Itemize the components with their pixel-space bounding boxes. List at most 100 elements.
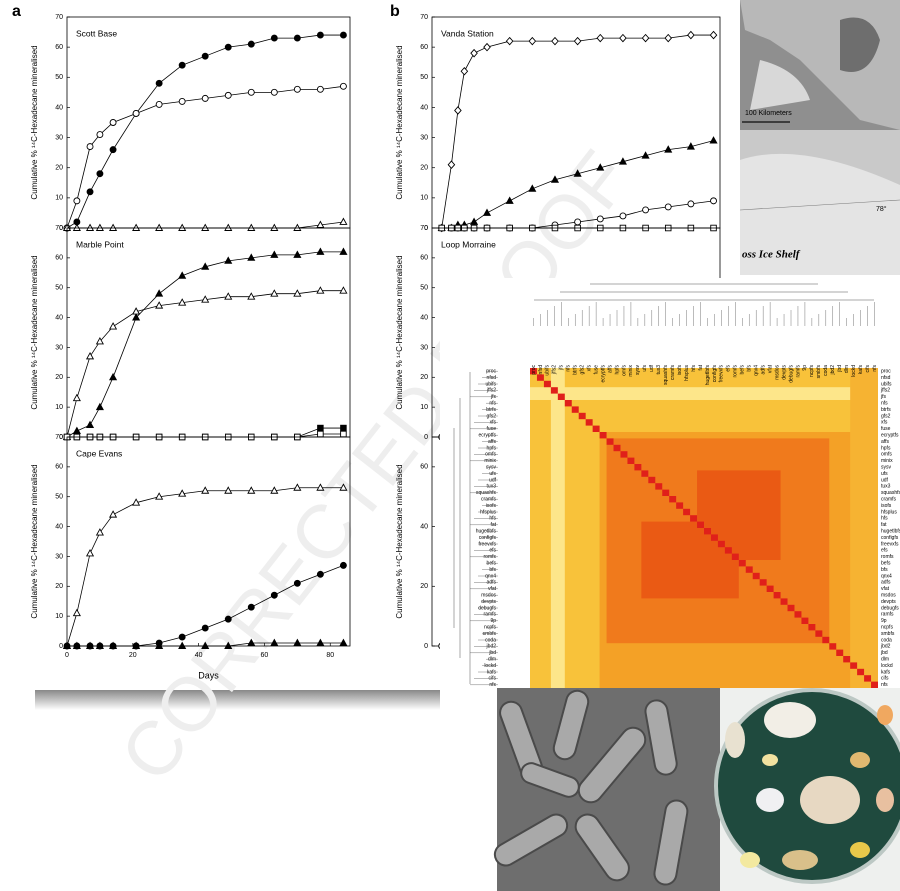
heatmap-row-label: sysv	[486, 465, 497, 471]
heatmap-row-label: bfs	[881, 567, 888, 573]
heatmap-diagonal	[843, 656, 850, 662]
heatmap-column-label: jffs2	[552, 365, 558, 375]
heatmap-diagonal	[767, 586, 774, 592]
heatmap-diagonal	[607, 438, 614, 444]
marker	[248, 225, 255, 231]
heatmap-row-label: ufs	[881, 471, 888, 477]
y-tick-label: 30	[55, 553, 63, 560]
y-tick-label: 40	[420, 523, 428, 530]
heatmap-diagonal	[704, 528, 711, 534]
heatmap-column-label: ecryptfs	[600, 365, 606, 383]
heatmap-row-label: hfs	[489, 516, 496, 522]
heatmap-column-label: befs	[740, 365, 746, 375]
marker	[341, 425, 347, 431]
marker	[340, 287, 347, 293]
y-tick-label: 20	[55, 374, 63, 381]
y-tick-label: 20	[420, 583, 428, 590]
heatmap-row-label: nfs	[489, 682, 496, 688]
heatmap-column-label: ramfs	[795, 365, 801, 378]
heatmap-row-label: coda	[485, 637, 496, 643]
heatmap-row-label: ncpfs	[484, 625, 496, 631]
marker	[179, 225, 186, 231]
heatmap-diagonal	[774, 592, 781, 598]
map-scale: 100 Kilometers	[745, 110, 792, 117]
series-line	[67, 35, 343, 228]
heatmap-diagonal	[683, 509, 690, 515]
y-tick-label: 70	[420, 14, 428, 21]
heatmap-diagonal	[871, 682, 878, 688]
heatmap-row-label: hugetlbfs	[881, 529, 900, 535]
y-axis-label: Cumulative % ¹⁴C-Hexadecane mineralised	[30, 45, 39, 199]
heatmap-diagonal	[551, 387, 558, 393]
heatmap-row-label: affs	[881, 439, 889, 445]
heatmap-row-label: btrfs	[881, 407, 891, 413]
heatmap-row-label: ecryptfs	[881, 433, 899, 439]
heatmap-row-label: minix	[484, 458, 496, 464]
heatmap-row-label: jbd	[488, 650, 496, 656]
heatmap-row-label: kafs	[881, 669, 891, 675]
marker	[74, 428, 81, 434]
heatmap-row-label: smbfs	[483, 631, 497, 637]
page: 100 Kilometers 78° oss Ice Shelf CORRECT…	[0, 0, 900, 891]
heatmap-diagonal	[822, 637, 829, 643]
heatmap-row-label: tux3	[487, 484, 497, 490]
heatmap-diagonal	[627, 458, 634, 464]
heatmap-column-label: btrfs	[573, 365, 579, 375]
chart-title: Vanda Station	[441, 28, 494, 38]
marker	[179, 634, 185, 640]
marker	[620, 213, 626, 219]
heatmap-row-label: fat	[490, 522, 496, 528]
heatmap-cell	[530, 387, 878, 400]
heatmap-column-label: ncpfs	[809, 365, 815, 377]
heatmap-row-label: gfs2	[487, 413, 497, 419]
marker	[87, 225, 94, 231]
heatmap-column-label: hugetlbfs	[705, 365, 711, 386]
marker	[318, 431, 324, 437]
y-axis-label: Cumulative % ¹⁴C-Hexadecane mineralised	[395, 464, 404, 618]
heatmap-diagonal	[815, 630, 822, 636]
marker	[225, 293, 232, 299]
heatmap-row-label: cifs	[881, 676, 889, 682]
heatmap-diagonal	[565, 400, 572, 406]
heatmap-row-label: hfsplus	[881, 509, 897, 515]
heatmap-diagonal	[641, 470, 648, 476]
heatmap-row-label: hpfs	[881, 445, 891, 451]
marker	[271, 251, 278, 257]
heatmap: procprocprocnfsdnfsdnfsdubifsubifsubifsj…	[440, 278, 900, 690]
heatmap-diagonal	[739, 560, 746, 566]
heatmap-row-label: devpts	[881, 599, 896, 605]
marker	[74, 225, 81, 231]
marker	[340, 562, 346, 568]
heatmap-column-label: qnx4	[754, 365, 760, 376]
heatmap-column-label: sysv	[635, 365, 641, 376]
marker	[87, 189, 93, 195]
y-tick-label: 40	[420, 314, 428, 321]
marker	[575, 219, 581, 225]
heatmap-diagonal	[746, 566, 753, 572]
heatmap-row-label: minix	[881, 458, 893, 464]
marker	[643, 207, 649, 213]
heatmap-row-label: hpfs	[487, 445, 497, 451]
marker	[97, 171, 103, 177]
heatmap-diagonal	[669, 496, 676, 502]
y-tick-label: 20	[55, 165, 63, 172]
heatmap-row-label: omfs	[485, 452, 496, 458]
heatmap-diagonal	[620, 451, 627, 457]
heatmap-column-label: affs	[607, 365, 613, 373]
heatmap-row-label: squashfs	[476, 490, 497, 496]
y-tick-label: 20	[55, 583, 63, 590]
y-tick-label: 60	[55, 464, 63, 471]
marker	[74, 395, 81, 401]
marker	[97, 132, 103, 138]
heatmap-column-label: proc	[531, 365, 537, 375]
heatmap-column-label: bfs	[747, 365, 753, 372]
heatmap-diagonal	[850, 662, 857, 668]
heatmap-column-label: cifs	[865, 365, 871, 373]
heatmap-diagonal	[718, 541, 725, 547]
heatmap-column-label: gfs2	[580, 365, 586, 375]
heatmap-diagonal	[600, 432, 607, 438]
marker	[318, 425, 324, 431]
heatmap-diagonal	[801, 618, 808, 624]
heatmap-row-label: squashfs	[881, 490, 900, 496]
marker	[317, 571, 323, 577]
